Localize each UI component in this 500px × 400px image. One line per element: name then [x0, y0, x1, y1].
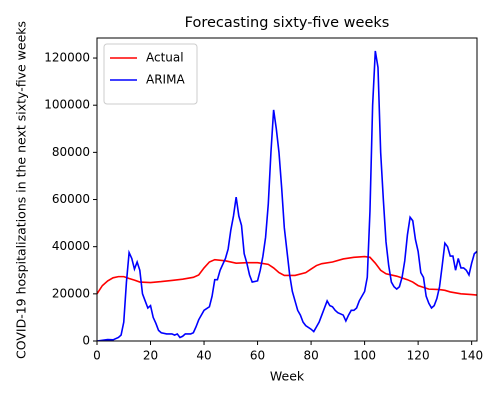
x-tick-label: 100	[353, 349, 376, 363]
y-tick-label: 80000	[52, 145, 90, 159]
y-tick-label: 20000	[52, 286, 90, 300]
x-tick-label: 120	[407, 349, 430, 363]
y-tick-label: 120000	[44, 51, 90, 65]
legend-label: ARIMA	[146, 73, 185, 87]
x-tick-label: 20	[143, 349, 158, 363]
x-axis-label: Week	[270, 369, 305, 384]
x-tick-label: 60	[250, 349, 265, 363]
plot-frame	[96, 37, 478, 342]
chart-title: Forecasting sixty-five weeks	[185, 15, 390, 31]
x-tick-label: 0	[93, 349, 101, 363]
legend-box	[103, 43, 198, 105]
y-tick-label: 60000	[52, 192, 90, 206]
line-series	[97, 50, 477, 341]
legend-label: Actual	[146, 51, 184, 65]
x-tick-label: 40	[196, 349, 211, 363]
y-tick-label: 0	[82, 334, 90, 348]
y-axis-label: COVID-19 hospitalizations in the next si…	[14, 21, 29, 359]
x-tick-label: 140	[460, 349, 483, 363]
x-tick-label: 80	[303, 349, 318, 363]
y-tick-label: 40000	[52, 239, 90, 253]
y-tick-label: 100000	[44, 98, 90, 112]
